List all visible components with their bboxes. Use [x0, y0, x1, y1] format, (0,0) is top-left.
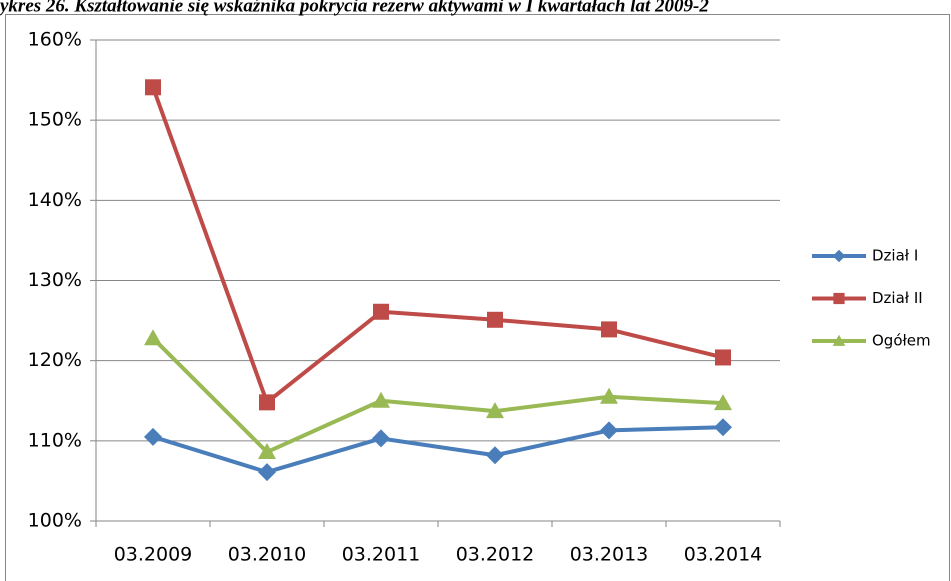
legend-marker — [832, 334, 846, 346]
y-tick-label: 120% — [28, 349, 82, 371]
data-point — [258, 443, 276, 460]
legend-label: Dział I — [872, 247, 918, 265]
data-point — [258, 463, 276, 482]
chart-title: ykres 26. Kształtowanie się wskaźnika po… — [0, 0, 709, 16]
data-point — [373, 303, 389, 320]
data-point — [145, 79, 161, 96]
x-tick-label: 03.2009 — [114, 544, 193, 566]
y-tick-label: 140% — [28, 189, 82, 211]
x-tick-label: 03.2010 — [228, 544, 307, 566]
y-tick-label: 160% — [28, 29, 82, 51]
data-point — [259, 394, 275, 411]
data-point — [486, 402, 504, 419]
data-point — [144, 329, 162, 346]
y-tick-label: 130% — [28, 269, 82, 291]
x-tick-label: 03.2014 — [684, 544, 763, 566]
data-point — [600, 387, 618, 404]
series-line — [151, 86, 724, 405]
data-point — [486, 446, 504, 465]
legend-marker — [832, 249, 846, 263]
legend-label: Dział II — [872, 289, 923, 307]
x-tick-label: 03.2012 — [456, 544, 535, 566]
data-point — [714, 394, 732, 411]
data-point — [601, 321, 617, 338]
y-tick-label: 150% — [28, 109, 82, 131]
data-point — [372, 391, 390, 408]
legend-label: Ogółem — [872, 332, 931, 350]
data-point — [600, 421, 618, 440]
chart-frame — [5, 14, 950, 581]
data-point — [372, 429, 390, 448]
data-point — [487, 311, 503, 328]
legend-marker — [833, 292, 845, 305]
series-line — [152, 425, 724, 475]
y-tick-label: 100% — [28, 510, 82, 532]
data-point — [144, 427, 162, 446]
data-point — [714, 418, 732, 437]
x-tick-label: 03.2011 — [342, 544, 421, 566]
series-line — [151, 336, 724, 455]
data-point — [715, 349, 731, 366]
y-tick-label: 110% — [28, 429, 82, 451]
x-tick-label: 03.2013 — [570, 544, 649, 566]
